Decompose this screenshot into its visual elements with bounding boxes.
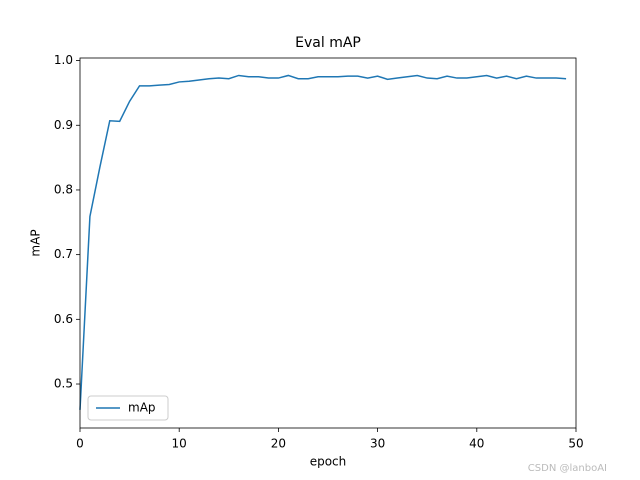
y-axis-label: mAP [29, 229, 43, 256]
y-tick-label: 0.8 [54, 182, 73, 196]
y-tick-label: 0.6 [54, 312, 73, 326]
y-tick-label: 1.0 [54, 53, 73, 67]
y-tick-label: 0.7 [54, 247, 73, 261]
chart-title: Eval mAP [295, 35, 361, 51]
x-axis-label: epoch [310, 455, 347, 469]
x-tick-label: 10 [172, 437, 187, 451]
data-line [79, 74, 567, 410]
x-tick-label: 0 [76, 437, 84, 451]
watermark: CSDN @lanboAI [528, 463, 607, 474]
legend-label: mAp [128, 401, 156, 415]
y-tick-label: 0.5 [54, 377, 73, 391]
legend-box [87, 395, 169, 421]
x-tick-label: 40 [469, 437, 484, 451]
x-tick-label: 30 [370, 437, 385, 451]
axes-frame [79, 57, 577, 429]
x-tick-label: 20 [271, 437, 286, 451]
x-tick-label: 50 [568, 437, 583, 451]
y-tick-label: 0.9 [54, 118, 73, 132]
